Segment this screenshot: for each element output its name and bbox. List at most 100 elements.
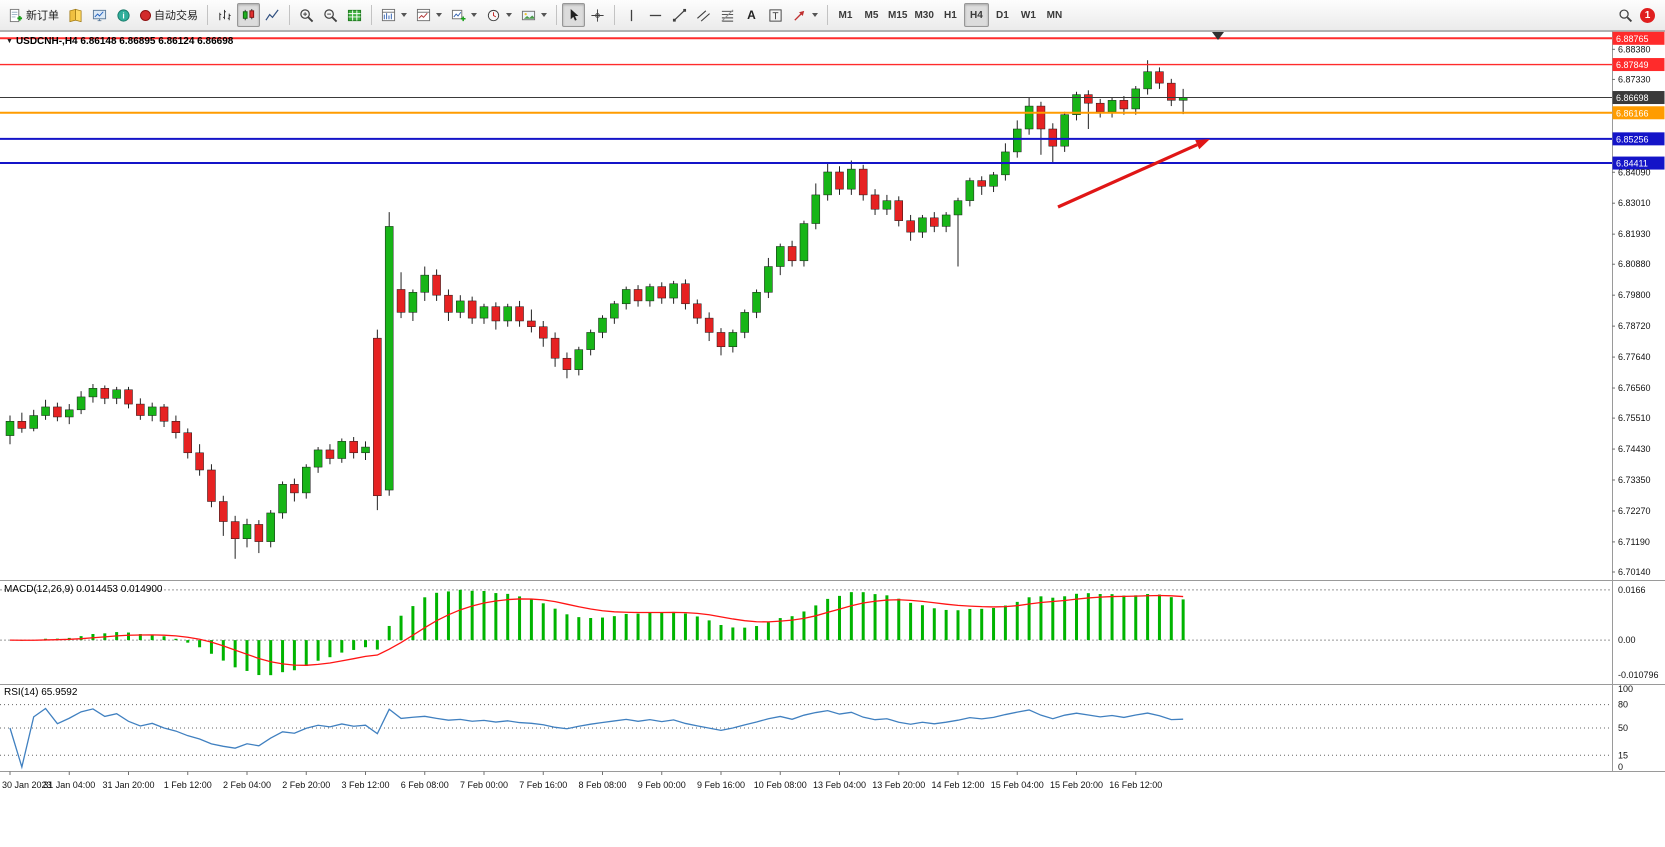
timeframe-w1-button[interactable]: W1: [1016, 3, 1041, 27]
separator: [371, 5, 372, 25]
time-tick-label: 31 Jan 04:00: [43, 780, 95, 790]
macd-scale-label: 0.00: [1618, 635, 1636, 645]
chart-window-dropdown-button[interactable]: [412, 3, 446, 27]
time-tick-label: 1 Feb 12:00: [164, 780, 212, 790]
price-line-label: 6.87849: [1616, 60, 1649, 70]
candle-body: [361, 446, 370, 454]
candle-body: [17, 421, 27, 429]
tile-windows-dropdown-button[interactable]: [377, 3, 411, 27]
zoom-out-button[interactable]: [319, 3, 342, 27]
price-tick-label: 6.74430: [1618, 444, 1651, 454]
price-line-label-box[interactable]: [1612, 132, 1665, 146]
candlestick-mode-button[interactable]: [237, 3, 260, 27]
timeframe-m1-button[interactable]: M1: [833, 3, 858, 27]
rsi-level-label: 80: [1618, 700, 1628, 710]
line-chart-mode-button[interactable]: [261, 3, 284, 27]
shapes-tool-button[interactable]: [764, 3, 787, 27]
zoom-in-button[interactable]: [295, 3, 318, 27]
rsi-level-label: 15: [1618, 750, 1628, 760]
time-tick-label: 13 Feb 04:00: [813, 780, 866, 790]
candle-body: [503, 306, 512, 322]
cursor-tool-button[interactable]: [562, 3, 585, 27]
candle-body: [930, 217, 939, 227]
book-icon: [69, 8, 82, 22]
candle-body: [1095, 102, 1105, 113]
arrows-tool-dropdown-button[interactable]: [788, 3, 822, 27]
candle-body: [728, 332, 738, 348]
trend-arrow-head[interactable]: [1195, 139, 1210, 150]
timeframe-group: M1 M5 M15 M30 H1 H4 D1 W1 MN: [833, 3, 1067, 27]
candle-body: [266, 512, 275, 542]
template-dropdown-button[interactable]: [517, 3, 551, 27]
timeframe-h1-button[interactable]: H1: [938, 3, 963, 27]
indicators-grid-button[interactable]: [343, 3, 366, 27]
price-line-label-box[interactable]: [1612, 156, 1665, 170]
time-tick-label: 13 Feb 20:00: [872, 780, 925, 790]
candle-body: [53, 406, 62, 418]
price-line-label-box[interactable]: [1612, 58, 1665, 72]
period-clock-dropdown-button[interactable]: [482, 3, 516, 27]
main-toolbar: 新订单 i 自动交易: [0, 0, 1665, 31]
separator: [289, 5, 290, 25]
fibonacci-tool-button[interactable]: [716, 3, 739, 27]
timeframe-mn-button[interactable]: MN: [1042, 3, 1067, 27]
new-order-button[interactable]: 新订单: [4, 3, 63, 27]
timeframe-m30-button[interactable]: M30: [911, 3, 936, 27]
time-tick-label: 31 Jan 20:00: [102, 780, 154, 790]
candle-body: [515, 306, 524, 322]
mini-bar-window-icon: [381, 8, 396, 21]
candle-body: [693, 303, 702, 319]
macd-scale-label: -0.010796: [1618, 670, 1659, 680]
price-line-label-box[interactable]: [1612, 91, 1665, 105]
candle-body: [764, 266, 773, 293]
text-tool-button[interactable]: A: [740, 3, 763, 27]
info-circle-icon: i: [117, 8, 130, 22]
candle-body: [1084, 94, 1093, 104]
candle-body: [1119, 100, 1129, 110]
candle-body: [1060, 114, 1069, 147]
add-indicator-dropdown-button[interactable]: [447, 3, 481, 27]
candle-body: [858, 168, 868, 196]
bar-chart-mode-button[interactable]: [213, 3, 236, 27]
timeframe-m5-button[interactable]: M5: [859, 3, 884, 27]
price-tick-label: 6.88380: [1618, 44, 1651, 54]
time-tick-label: 15 Feb 04:00: [991, 780, 1044, 790]
timeframe-m15-button[interactable]: M15: [885, 3, 910, 27]
time-tick-label: 30 Jan 2023: [2, 780, 52, 790]
price-tick-label: 6.77640: [1618, 352, 1651, 362]
candle-body: [278, 484, 287, 514]
market-watch-button[interactable]: [64, 3, 87, 27]
chart-area[interactable]: 6.88765 6.87849 6.86698 6.86166 6.85256 6.844…: [0, 31, 1665, 847]
rsi-level-label: 100: [1618, 684, 1633, 694]
trendline-tool-button[interactable]: [668, 3, 691, 27]
candle-body: [645, 286, 655, 302]
separator: [827, 5, 828, 25]
chart-canvas[interactable]: 6.88765 6.87849 6.86698 6.86166 6.85256 6.844…: [0, 31, 1665, 797]
notification-badge[interactable]: 1: [1640, 7, 1655, 23]
clock-icon: [487, 9, 500, 21]
candle-body: [76, 396, 86, 411]
candle-body: [835, 171, 844, 190]
trend-arrow-line[interactable]: [1057, 143, 1198, 209]
candle-body: [171, 421, 181, 433]
zoom-out-icon: [324, 8, 338, 22]
horizontal-line-tool-button[interactable]: [644, 3, 667, 27]
candle-body: [242, 524, 252, 539]
time-tick-label: 9 Feb 00:00: [638, 780, 686, 790]
candle-body: [787, 246, 797, 262]
timeframe-d1-button[interactable]: D1: [990, 3, 1015, 27]
separator: [556, 5, 557, 25]
chevron-down-icon: [471, 13, 477, 17]
navigator-button[interactable]: i: [112, 3, 135, 27]
timeframe-h4-button[interactable]: H4: [963, 3, 989, 27]
search-button[interactable]: [1614, 3, 1637, 27]
collapse-triangle-icon[interactable]: ▼: [6, 38, 13, 45]
price-line-label-box[interactable]: [1612, 31, 1665, 45]
channel-tool-button[interactable]: [692, 3, 715, 27]
data-window-button[interactable]: [88, 3, 111, 27]
candle-body: [989, 174, 998, 187]
autotrading-button[interactable]: 自动交易: [136, 3, 202, 27]
vertical-line-tool-button[interactable]: [620, 3, 643, 27]
crosshair-tool-button[interactable]: [586, 3, 609, 27]
price-line-label-box[interactable]: [1612, 106, 1665, 120]
